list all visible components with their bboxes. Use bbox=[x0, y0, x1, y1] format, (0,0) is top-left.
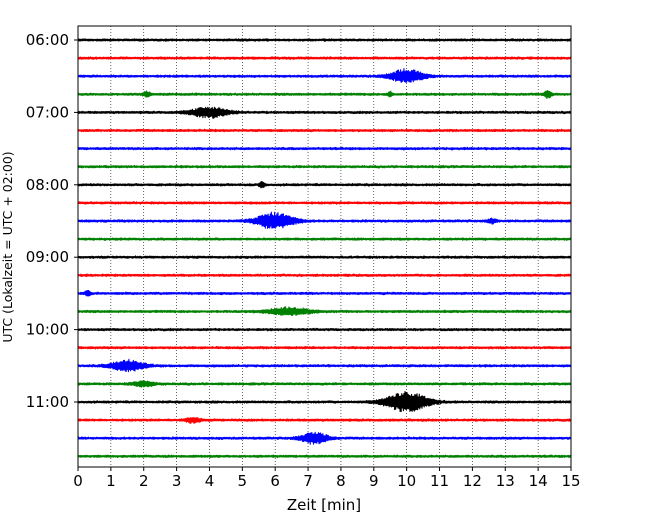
trace-0900 bbox=[77, 255, 572, 260]
x-tick-label: 6 bbox=[270, 472, 280, 490]
trace-0600 bbox=[77, 38, 572, 42]
trace-0845 bbox=[77, 237, 572, 241]
x-tick-label: 7 bbox=[303, 472, 313, 490]
x-axis-label: Zeit [min] bbox=[287, 496, 361, 514]
x-tick-label: 1 bbox=[106, 472, 116, 490]
trace-0800 bbox=[77, 180, 572, 189]
x-tick-label: 2 bbox=[139, 472, 149, 490]
trace-0730 bbox=[77, 146, 572, 151]
trace-0815 bbox=[77, 201, 572, 205]
trace-1000 bbox=[77, 327, 572, 332]
trace-0700 bbox=[77, 106, 572, 119]
x-tick-label: 8 bbox=[336, 472, 346, 490]
x-tick-label: 12 bbox=[463, 472, 482, 490]
x-axis-ticks: 0 1 2 3 4 5 6 7 8 9 10 11 12 13 14 15 bbox=[73, 467, 581, 490]
trace-lines bbox=[77, 38, 572, 459]
y-tick-label: 09:00 bbox=[26, 248, 69, 266]
trace-0945 bbox=[77, 306, 572, 316]
x-tick-label: 13 bbox=[496, 472, 515, 490]
x-tick-label: 15 bbox=[561, 472, 580, 490]
trace-0915 bbox=[77, 273, 572, 278]
trace-1115 bbox=[77, 417, 572, 425]
trace-1100 bbox=[77, 391, 572, 413]
x-tick-label: 4 bbox=[205, 472, 215, 490]
y-tick-label: 06:00 bbox=[26, 31, 69, 49]
x-tick-label: 14 bbox=[529, 472, 548, 490]
trace-1015 bbox=[77, 345, 572, 350]
x-tick-label: 10 bbox=[397, 472, 416, 490]
y-tick-label: 10:00 bbox=[26, 321, 69, 339]
trace-1145 bbox=[77, 454, 572, 459]
y-axis-label: UTC (Lokalzeit = UTC + 02:00) bbox=[0, 151, 15, 342]
trace-0745 bbox=[77, 164, 572, 169]
trace-0615 bbox=[77, 56, 572, 60]
y-tick-label: 08:00 bbox=[26, 176, 69, 194]
y-tick-label: 07:00 bbox=[26, 103, 69, 121]
trace-0930 bbox=[77, 289, 572, 297]
trace-0645 bbox=[77, 89, 572, 100]
x-tick-label: 3 bbox=[172, 472, 182, 490]
trace-1030 bbox=[77, 358, 572, 373]
trace-1130 bbox=[77, 431, 572, 445]
plot-frame bbox=[77, 25, 572, 468]
trace-0830 bbox=[77, 211, 572, 229]
trace-1045 bbox=[77, 380, 572, 388]
trace-0630 bbox=[77, 68, 572, 84]
trace-0715 bbox=[77, 128, 572, 133]
x-tick-label: 9 bbox=[369, 472, 379, 490]
y-tick-label: 11:00 bbox=[26, 393, 69, 411]
x-tick-label: 11 bbox=[430, 472, 449, 490]
y-axis-ticks: 06:00 07:00 08:00 09:00 10:00 11:00 bbox=[26, 31, 78, 411]
x-tick-label: 5 bbox=[238, 472, 248, 490]
x-tick-label: 0 bbox=[73, 472, 83, 490]
